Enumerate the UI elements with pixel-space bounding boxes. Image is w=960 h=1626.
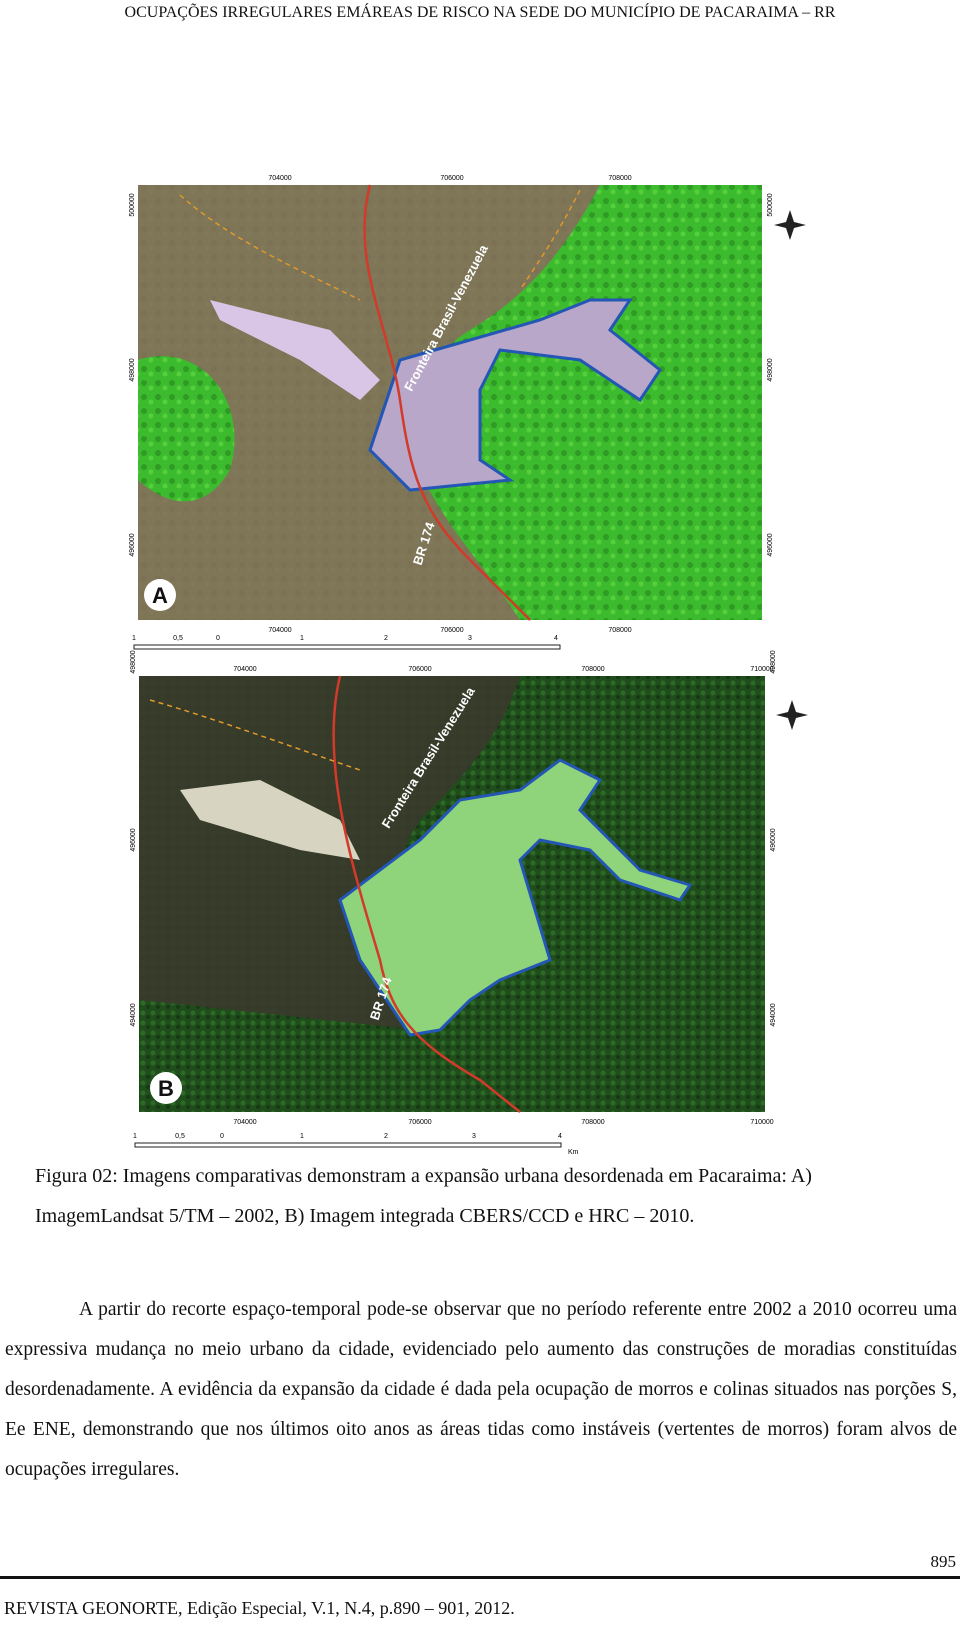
figure: 704000 706000 708000 704000 706000 708000 5000… <box>129 175 808 1156</box>
scale-label: 0 <box>220 1133 224 1140</box>
panel-badge <box>150 1072 182 1104</box>
map-tick-label: 496000 <box>130 828 137 851</box>
scale-label: 1 <box>300 1133 304 1140</box>
panel-badge <box>144 579 176 611</box>
map-tick-label: 704000 <box>268 627 291 634</box>
map-tick-label: 706000 <box>408 1119 431 1126</box>
scale-label: 3 <box>468 635 472 642</box>
road <box>332 675 521 1113</box>
map-tick-label: 500000 <box>767 193 774 216</box>
scale-label: 2 <box>384 635 388 642</box>
map-tick-label: 708000 <box>581 1119 604 1126</box>
map-tick-label: 706000 <box>408 666 431 673</box>
map-tick-label: 704000 <box>233 666 256 673</box>
map-tick-label: 498000 <box>767 358 774 381</box>
urban-boundary <box>338 758 693 1037</box>
map-tick-label: 494000 <box>130 1003 137 1026</box>
north-arrow <box>774 210 806 240</box>
scale-bar <box>133 644 561 650</box>
panel-label: B <box>158 1076 174 1101</box>
map-tick-label: 706000 <box>440 627 463 634</box>
map-tick-label: 500000 <box>129 193 136 216</box>
map-tick-label: 708000 <box>608 175 631 182</box>
scale-label: 1 <box>132 635 136 642</box>
scale-label: 4 <box>554 635 558 642</box>
scale-label: 3 <box>472 1133 476 1140</box>
open-area <box>138 185 600 620</box>
body-paragraph: A partir do recorte espaço-temporal pode… <box>5 1299 957 1480</box>
map-tick-label: 494000 <box>770 1003 777 1026</box>
urban-boundary <box>368 298 663 492</box>
north-arrow <box>776 700 808 730</box>
map-tick-label: 710000 <box>750 666 773 673</box>
scale-label: 0,5 <box>175 1133 185 1140</box>
map-tick-label: 706000 <box>440 175 463 182</box>
scale-label: 0 <box>216 635 220 642</box>
urban-area <box>180 780 360 860</box>
map-tick-label: 704000 <box>268 175 291 182</box>
caption-line: ImagemLandsat 5/TM – 2002, B) Imagem int… <box>35 1205 695 1227</box>
forest-patch <box>138 356 235 502</box>
scale-unit: Km <box>568 1149 579 1156</box>
scale-bar <box>134 1142 562 1148</box>
urban-area <box>210 300 380 400</box>
map-tick-label: 708000 <box>581 666 604 673</box>
map-tick-label: 498000 <box>129 358 136 381</box>
footer-rule <box>0 1576 960 1579</box>
scale-label: 1 <box>133 1133 137 1140</box>
scale-label: 2 <box>384 1133 388 1140</box>
map-a <box>133 184 806 650</box>
map-tick-label: 710000 <box>750 1119 773 1126</box>
border-line <box>179 189 581 301</box>
map-tick-label: 704000 <box>233 1119 256 1126</box>
scale-label: 0,5 <box>173 635 183 642</box>
road <box>363 184 531 621</box>
border-line <box>149 699 361 771</box>
map-tick-label: 498000 <box>770 650 777 673</box>
caption-line: Figura 02: Imagens comparativas demonstr… <box>35 1165 812 1187</box>
scale-label: 4 <box>558 1133 562 1140</box>
map-tick-label: 496000 <box>767 533 774 556</box>
page-number: 895 <box>930 1552 957 1571</box>
map-tick-label: 496000 <box>129 533 136 556</box>
footer-citation: REVISTA GEONORTE, Edição Especial, V.1, … <box>4 1598 515 1618</box>
figure-caption: Figura 02: Imagens comparativas demonstr… <box>35 1156 812 1236</box>
map-b <box>134 675 808 1148</box>
panel-label: A <box>152 583 168 608</box>
map-tick-label: 498000 <box>130 650 137 673</box>
map-tick-label: 496000 <box>770 828 777 851</box>
scale-label: 1 <box>300 635 304 642</box>
map-tick-label: 708000 <box>608 627 631 634</box>
running-title: OCUPAÇÕES IRREGULARES EMÁREAS DE RISCO N… <box>124 4 836 21</box>
